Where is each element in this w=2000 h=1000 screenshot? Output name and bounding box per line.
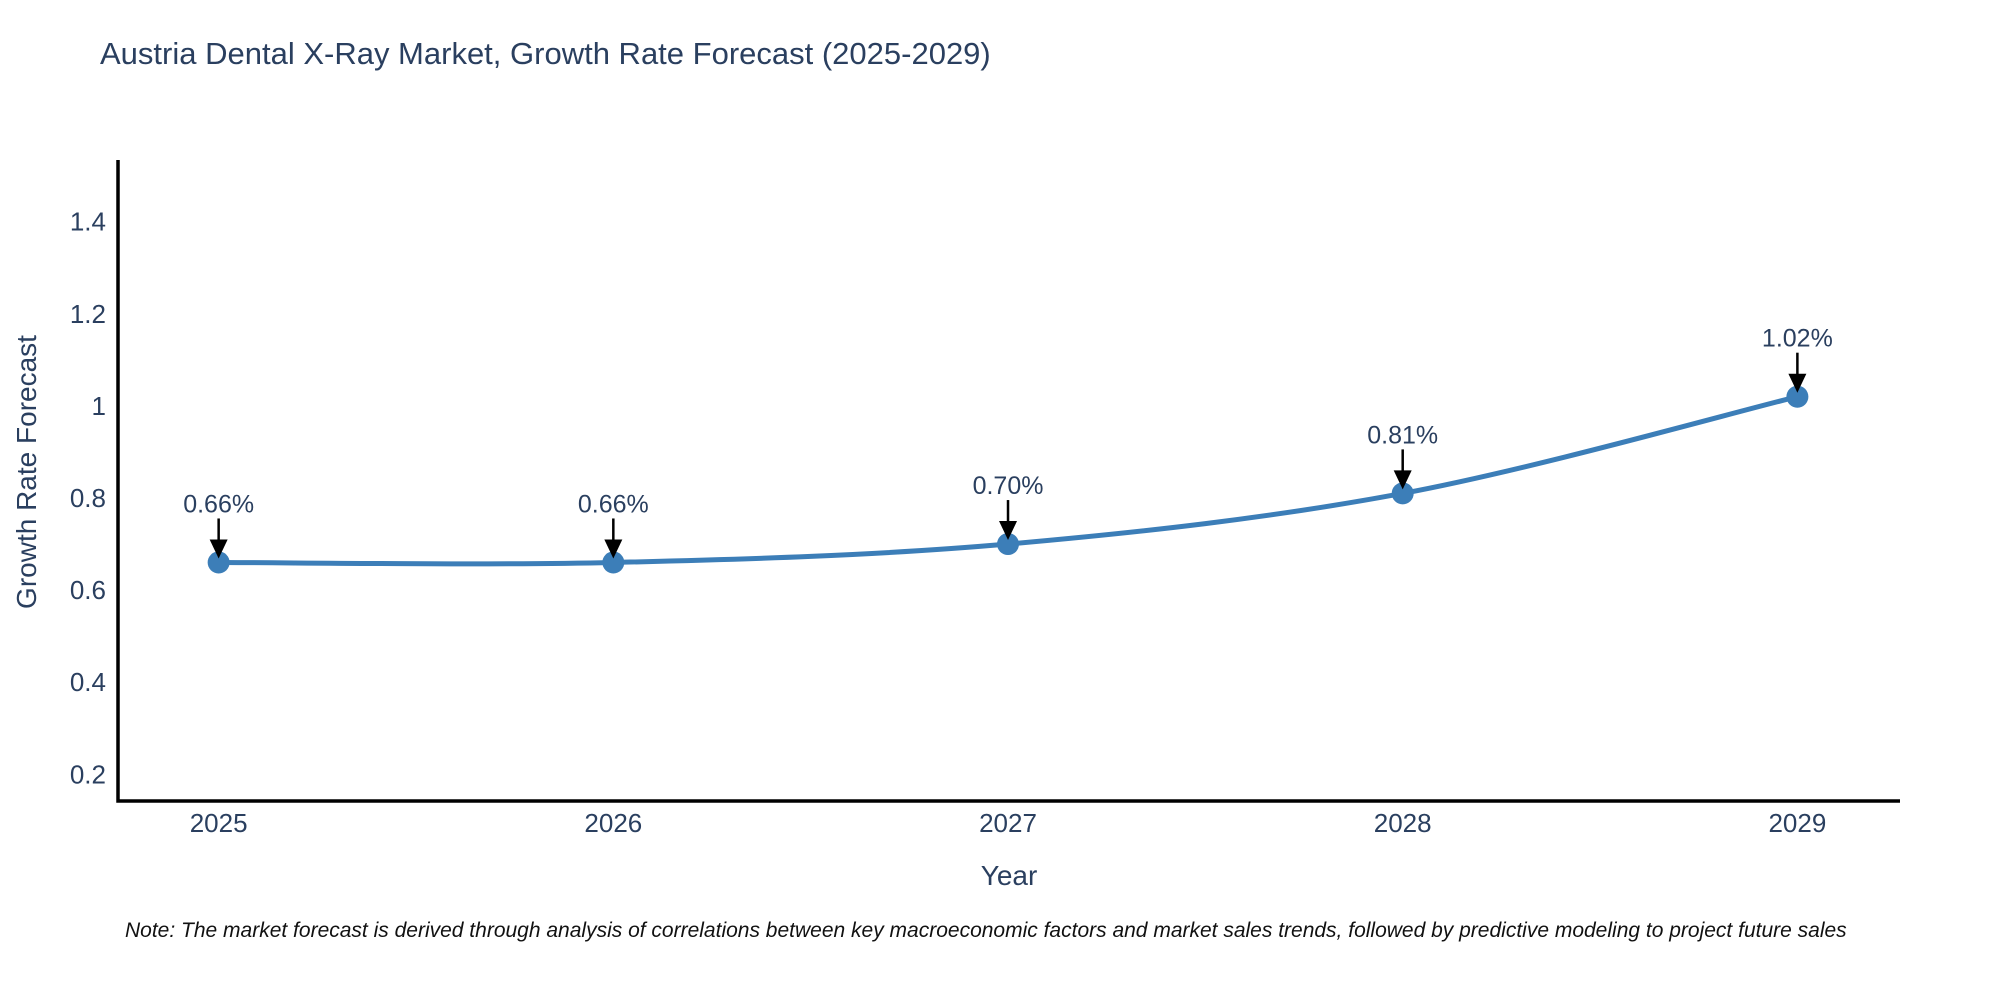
annotation-arrow-head bbox=[1393, 470, 1412, 490]
point-label: 1.02% bbox=[1762, 325, 1833, 353]
chart-title: Austria Dental X-Ray Market, Growth Rate… bbox=[100, 36, 991, 71]
x-tick-label: 2028 bbox=[1374, 808, 1432, 838]
point-label: 0.70% bbox=[973, 472, 1044, 500]
x-tick-label: 2025 bbox=[190, 808, 248, 838]
annotation-arrow-head bbox=[604, 539, 623, 559]
data-point-marker bbox=[1786, 385, 1809, 408]
data-point-marker bbox=[207, 551, 230, 574]
footnote: Note: The market forecast is derived thr… bbox=[125, 919, 1847, 942]
y-tick-label: 0.2 bbox=[70, 759, 106, 789]
data-point-marker bbox=[602, 551, 625, 574]
annotation-arrow-head bbox=[209, 539, 228, 559]
x-axis-title: Year bbox=[980, 860, 1038, 891]
point-label: 0.66% bbox=[578, 490, 649, 518]
data-point-marker bbox=[1391, 482, 1414, 505]
annotation-arrow-head bbox=[999, 521, 1018, 541]
y-tick-label: 0.8 bbox=[70, 483, 106, 513]
y-tick-label: 1.2 bbox=[70, 299, 106, 329]
data-point-marker bbox=[997, 533, 1020, 556]
annotation-arrow-head bbox=[1788, 373, 1807, 393]
y-tick-label: 1 bbox=[92, 391, 106, 421]
point-label: 0.66% bbox=[183, 490, 254, 518]
point-label: 0.81% bbox=[1367, 421, 1438, 449]
y-axis-title: Growth Rate Forecast bbox=[11, 335, 42, 609]
y-tick-label: 1.4 bbox=[70, 207, 106, 237]
axis-line bbox=[116, 160, 1900, 803]
x-tick-label: 2029 bbox=[1768, 808, 1826, 838]
x-tick-label: 2026 bbox=[584, 808, 642, 838]
y-tick-label: 0.6 bbox=[70, 575, 106, 605]
x-tick-label: 2027 bbox=[979, 808, 1037, 838]
y-tick-label: 0.4 bbox=[70, 667, 106, 697]
